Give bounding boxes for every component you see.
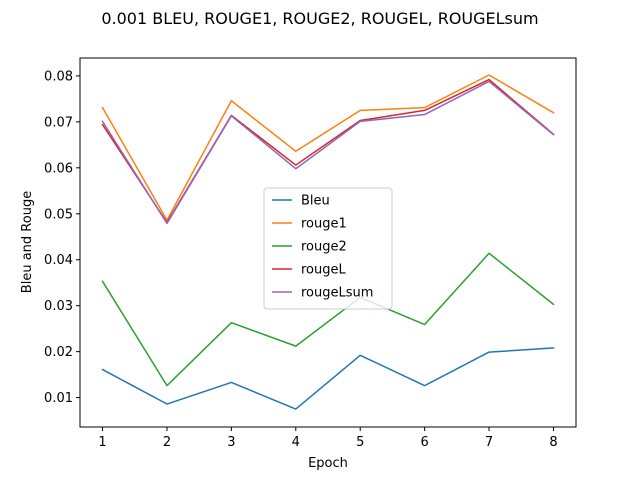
- x-tick-label: 4: [292, 435, 300, 450]
- legend-label-rouge2: rouge2: [301, 240, 347, 255]
- y-tick-label: 0.06: [44, 161, 73, 176]
- series-line-rouge2: [101, 252, 555, 387]
- y-tick-label: 0.07: [44, 115, 73, 130]
- y-tick-label: 0.01: [44, 391, 73, 406]
- x-axis: 1 2 3 4 5 6 7 8: [98, 427, 558, 450]
- y-tick-label: 0.04: [44, 253, 73, 268]
- x-tick-label: 2: [163, 435, 171, 450]
- legend-box: [263, 187, 393, 310]
- x-tick-label: 6: [420, 435, 428, 450]
- legend-label-rougeLsum: rougeLsum: [301, 286, 373, 301]
- series-line-rougeLsum: [101, 80, 555, 225]
- x-tick-label: 1: [98, 435, 106, 450]
- legend-label-Bleu: Bleu: [301, 194, 330, 209]
- x-tick-label: 3: [227, 435, 235, 450]
- series-line-Bleu: [101, 347, 555, 410]
- legend-label-rougeL: rougeL: [301, 263, 347, 278]
- x-tick-label: 7: [485, 435, 493, 450]
- x-tick-label: 5: [356, 435, 364, 450]
- y-tick-label: 0.05: [44, 207, 73, 222]
- plot-area: [101, 74, 555, 410]
- y-axis: 0.01 0.02 0.03 0.04 0.05 0.06 0.07 0.08: [44, 69, 80, 406]
- x-tick-label: 8: [549, 435, 557, 450]
- legend: Bleu rouge1 rouge2 rougeL rougeLsum: [263, 187, 393, 310]
- series-line-rouge1: [101, 74, 555, 221]
- chart-title: 0.001 BLEU, ROUGE1, ROUGE2, ROUGEL, ROUG…: [101, 9, 538, 28]
- y-tick-label: 0.03: [44, 299, 73, 314]
- y-tick-label: 0.02: [44, 345, 73, 360]
- x-axis-label: Epoch: [308, 456, 348, 471]
- y-axis-label: Bleu and Rouge: [20, 191, 35, 293]
- legend-label-rouge1: rouge1: [301, 217, 347, 232]
- plot-frame: [79, 57, 577, 428]
- y-tick-label: 0.08: [44, 69, 73, 84]
